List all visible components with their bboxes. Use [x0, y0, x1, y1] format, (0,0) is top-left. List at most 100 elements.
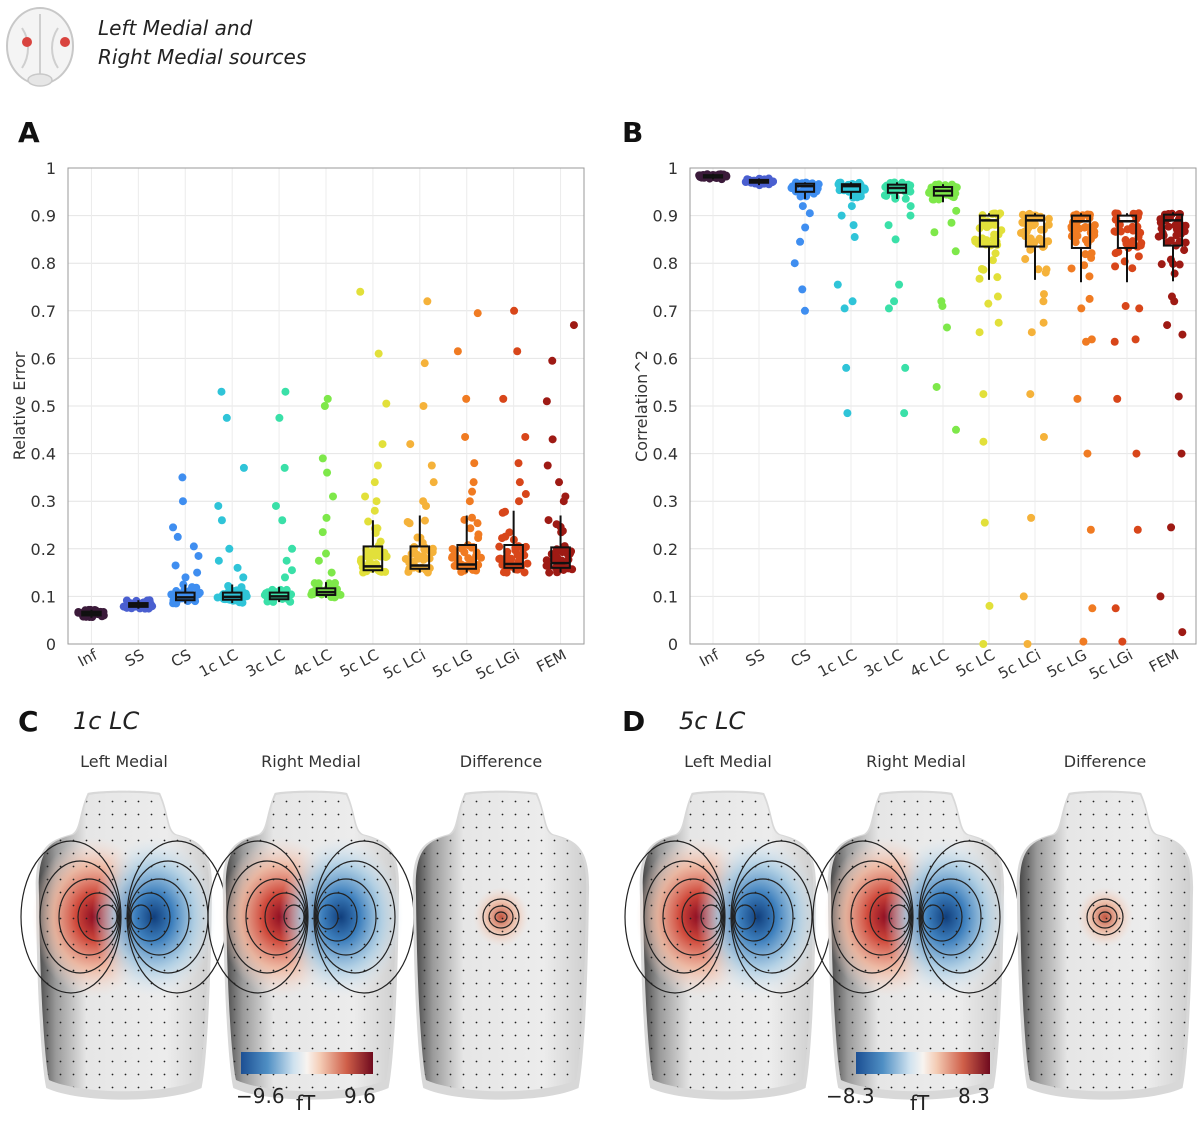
b-point [901, 194, 910, 203]
b-point [1081, 250, 1090, 259]
b-point [1181, 238, 1190, 247]
a-outlier-point [327, 568, 336, 577]
b-box [1070, 214, 1092, 249]
a-outlier-point [370, 478, 379, 487]
a-point [308, 588, 317, 597]
a-box [362, 545, 384, 572]
b-point [1018, 210, 1027, 219]
b-outlier-point [1026, 390, 1035, 399]
b-outlier-point [1082, 337, 1091, 346]
a-outlier-point [514, 459, 523, 468]
a-outlier-point [193, 568, 202, 577]
a-outlier-point [453, 347, 462, 356]
a-outlier-point [461, 432, 470, 441]
a-point [331, 579, 340, 588]
a-point [520, 568, 529, 577]
b-outlier-point [951, 425, 960, 434]
a-outlier-point [171, 561, 180, 570]
b-outlier-point [801, 223, 810, 232]
b-point [1030, 220, 1039, 229]
colorbar-c-gradient [241, 1052, 373, 1074]
map-label-d-left-medial: Left Medial [684, 752, 772, 771]
b-outlier-point [1039, 297, 1048, 306]
b-outlier-point [901, 363, 910, 372]
left-medial-source-dot [22, 37, 32, 47]
b-outlier-point [932, 382, 941, 391]
map-label-c-left-medial: Left Medial [80, 752, 168, 771]
a-point [457, 544, 466, 553]
b-point [1017, 228, 1026, 237]
a-xtick-label: 1c LC [196, 646, 241, 681]
b-outlier-point [1027, 328, 1036, 337]
b-outlier-point [1073, 394, 1082, 403]
b-outlier-point [891, 235, 900, 244]
a-xtick-label: 4c LC [290, 646, 335, 681]
b-point [1087, 249, 1096, 258]
colorbar-d: −8.3 fT 8.3 [826, 1052, 990, 1115]
a-point [420, 516, 429, 525]
b-outlier-point [840, 304, 849, 313]
b-outlier-point [985, 601, 994, 610]
b-outlier-point [895, 280, 904, 289]
a-outlier-point [465, 497, 474, 506]
a-point [545, 568, 554, 577]
b-outlier-point [890, 297, 899, 306]
a-outlier-point [356, 287, 365, 296]
chart-relative-error: 0 0.1 0.2 0.3 0.4 0.5 0.6 0.7 0.8 0.9 1 Relative Er… [10, 159, 585, 683]
a-xtick-label: 5c LCi [380, 646, 429, 683]
panel-letter-d: D [622, 705, 645, 738]
b-point [787, 183, 796, 192]
a-outlier-point [314, 556, 323, 565]
b-outlier-point [1077, 304, 1086, 313]
b-point [1026, 234, 1035, 243]
b-point [1067, 264, 1076, 273]
b-outlier-point [1039, 290, 1048, 299]
colorbar-d-gradient [856, 1052, 990, 1074]
a-outlier-point [419, 402, 428, 410]
a-ytick-label: 0.4 [31, 445, 56, 464]
map-label-c-difference: Difference [460, 752, 542, 771]
b-point [1085, 272, 1094, 281]
b-point [1034, 265, 1043, 274]
b-outlier-point [837, 211, 846, 220]
b-point [1035, 234, 1044, 243]
b-outlier-point [1019, 592, 1028, 601]
b-outlier-point [796, 237, 805, 246]
a-outlier-point [271, 501, 280, 510]
a-ytick-label: 0.8 [31, 254, 56, 273]
b-xtick-label: 5c LC [953, 646, 998, 681]
a-outlier-point [225, 544, 234, 553]
b-outlier-point [1131, 335, 1140, 344]
b-outlier-point [790, 259, 799, 268]
a-ytick-label: 0.7 [31, 302, 56, 321]
a-outlier-point [462, 394, 471, 403]
b-point [1071, 238, 1080, 247]
b-outlier-point [1086, 525, 1095, 534]
b-ytick-label: 0.1 [653, 587, 678, 606]
b-point [977, 264, 986, 273]
b-outlier-point [884, 304, 893, 313]
a-point [448, 553, 457, 562]
map-d-difference [1016, 790, 1194, 1100]
a-outlier-point [178, 473, 187, 482]
a-outlier-point [382, 399, 391, 408]
a-outlier-point [548, 356, 557, 365]
b-point [1041, 268, 1050, 277]
a-outlier-point [361, 492, 370, 501]
a-outlier-point [559, 497, 568, 506]
b-point [1180, 246, 1189, 255]
a-outlier-point [521, 432, 530, 441]
a-outlier-point [169, 523, 178, 532]
b-outlier-point [1085, 294, 1094, 303]
b-point [1176, 229, 1185, 238]
a-point [405, 519, 414, 528]
b-outlier-point [1113, 394, 1122, 403]
source-location-icon [6, 7, 74, 87]
b-point [1128, 264, 1137, 273]
b-outlier-point [1133, 525, 1142, 534]
b-point [1164, 222, 1173, 231]
a-axes-frame [67, 167, 585, 645]
a-outlier-point [214, 556, 223, 565]
map-c-right-medial [207, 790, 415, 1100]
b-outlier-point [849, 221, 858, 230]
